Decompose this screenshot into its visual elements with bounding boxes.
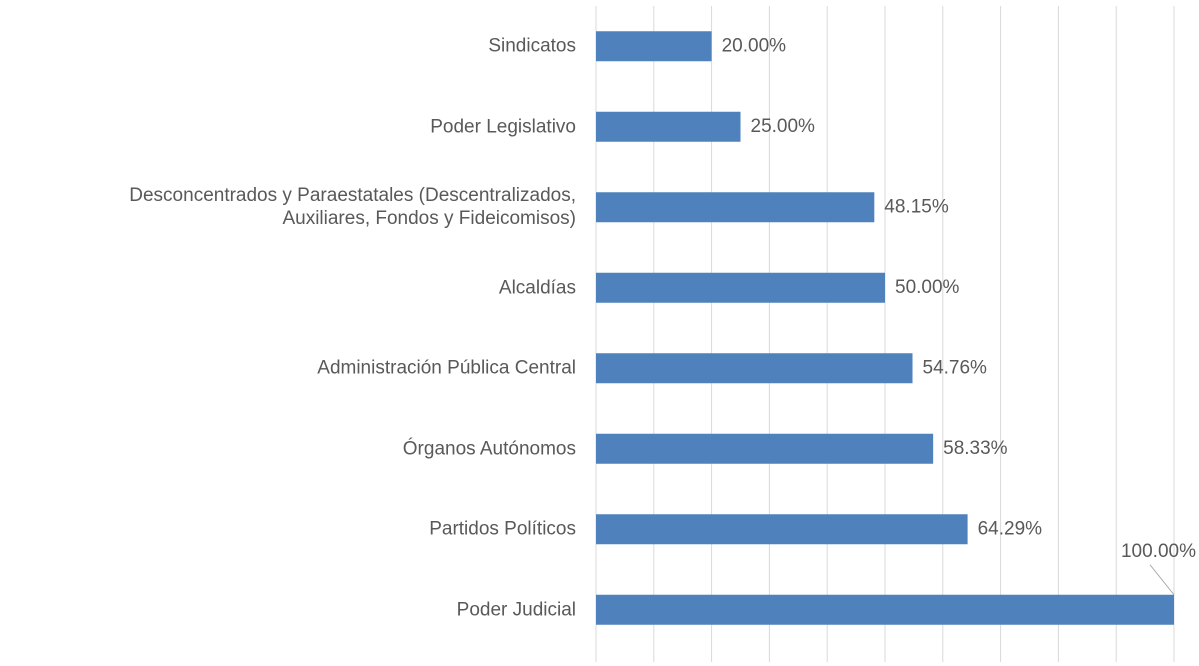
bar — [596, 353, 913, 384]
data-label: 48.15% — [884, 196, 949, 217]
category-label: Desconcentrados y Paraestatales (Descent… — [129, 185, 576, 230]
bar — [596, 514, 968, 545]
category-label: Poder Legislativo — [430, 116, 576, 138]
data-label: 20.00% — [722, 35, 787, 56]
data-label: 25.00% — [751, 116, 816, 137]
bar — [596, 111, 741, 142]
data-label: 50.00% — [895, 277, 960, 298]
bar — [596, 272, 885, 303]
bar — [596, 433, 934, 464]
bar — [596, 594, 1174, 625]
leader-line — [1149, 564, 1175, 596]
bar — [596, 192, 875, 223]
data-label: 58.33% — [943, 438, 1008, 459]
category-label: Administración Pública Central — [317, 357, 576, 379]
category-label: Alcaldías — [498, 277, 576, 299]
category-label: Sindicatos — [488, 35, 576, 57]
data-label: 54.76% — [923, 357, 988, 378]
category-label: Poder Judicial — [456, 599, 576, 621]
category-label: Órganos Autónomos — [402, 438, 576, 460]
data-label: 100.00% — [1121, 541, 1196, 562]
bar — [596, 31, 712, 62]
category-label: Partidos Políticos — [429, 518, 576, 540]
data-label: 64.29% — [978, 518, 1043, 539]
